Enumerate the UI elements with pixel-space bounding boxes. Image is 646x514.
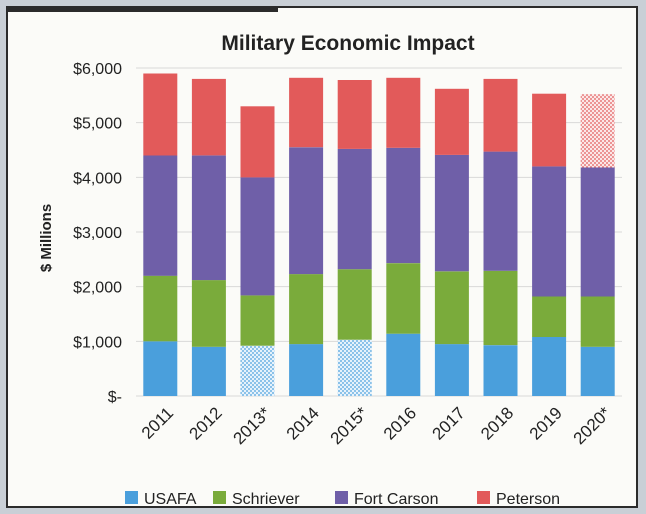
bar-segment-usafa-2011 xyxy=(143,341,178,396)
legend-label-schriever: Schriever xyxy=(232,491,300,508)
legend: USAFA Schriever Fort Carson Peterson xyxy=(125,491,560,508)
bar-segment-fort-carson-2016 xyxy=(386,147,421,264)
legend-label-usafa: USAFA xyxy=(144,491,197,508)
bar-segment-schriever-2013-est xyxy=(240,295,275,346)
stacked-bar-chart: Military Economic Impact $ Millions $- $1… xyxy=(38,32,622,508)
bar-segment-schriever-2015-est xyxy=(337,269,372,340)
y-tick-label: $1,000 xyxy=(73,334,122,351)
legend-swatch-usafa xyxy=(125,491,138,504)
bar-segment-peterson-2020-est xyxy=(580,94,615,168)
chart-title: Military Economic Impact xyxy=(221,32,474,55)
y-axis-label: $ Millions xyxy=(38,204,55,272)
bar-segment-usafa-2020-est xyxy=(580,346,615,396)
bar-segment-fort-carson-2019 xyxy=(532,166,567,297)
bar-segment-peterson-2019 xyxy=(532,93,567,167)
bar-segment-fort-carson-2011 xyxy=(143,155,178,276)
bar-segment-usafa-2018 xyxy=(483,345,518,396)
y-tick-label: $5,000 xyxy=(73,116,122,133)
bar-segment-fort-carson-2018 xyxy=(483,151,518,271)
x-tick-label: 2015* xyxy=(327,403,372,448)
x-tick-label: 2012 xyxy=(186,403,226,443)
top-border-accent xyxy=(8,8,278,12)
x-tick-label: 2018 xyxy=(477,403,517,443)
y-tick-label: $- xyxy=(108,389,122,406)
x-tick-label: 2020* xyxy=(570,403,615,448)
y-tick-label: $6,000 xyxy=(73,61,122,78)
bars xyxy=(143,73,615,396)
y-tick-label: $3,000 xyxy=(73,225,122,242)
chart-frame: Military Economic Impact $ Millions $- $1… xyxy=(6,6,638,508)
legend-label-fort-carson: Fort Carson xyxy=(354,491,438,508)
y-tick-label: $2,000 xyxy=(73,280,122,297)
bar-segment-peterson-2011 xyxy=(143,73,178,156)
x-tick-label: 2019 xyxy=(526,403,566,443)
bar-segment-fort-carson-2014 xyxy=(289,147,324,275)
bar-segment-schriever-2019 xyxy=(532,296,567,337)
legend-label-peterson: Peterson xyxy=(496,491,560,508)
x-tick-label: 2016 xyxy=(380,403,420,443)
bar-segment-fort-carson-2013-est xyxy=(240,177,275,296)
x-tick-label: 2013* xyxy=(229,403,274,448)
bar-segment-schriever-2011 xyxy=(143,275,178,342)
legend-swatch-schriever xyxy=(213,491,226,504)
x-tick-label: 2017 xyxy=(429,403,469,443)
bar-segment-schriever-2016 xyxy=(386,263,421,334)
y-tick-label: $4,000 xyxy=(73,170,122,187)
y-tick-labels: $- $1,000 $2,000 $3,000 $4,000 $5,000 $6,000 xyxy=(73,61,122,406)
bar-segment-fort-carson-2020-est xyxy=(580,167,615,297)
bar-segment-peterson-2016 xyxy=(386,77,421,148)
bar-segment-schriever-2014 xyxy=(289,274,324,345)
legend-swatch-peterson xyxy=(477,491,490,504)
bar-segment-fort-carson-2017 xyxy=(434,154,469,272)
x-tick-label: 2014 xyxy=(283,403,323,443)
bar-segment-peterson-2018 xyxy=(483,78,518,152)
bar-segment-schriever-2020-est xyxy=(580,296,615,347)
bar-segment-fort-carson-2012 xyxy=(191,155,226,281)
bar-segment-schriever-2018 xyxy=(483,270,518,346)
x-tick-label: 2011 xyxy=(138,403,177,442)
bar-segment-peterson-2014 xyxy=(289,77,324,148)
bar-segment-usafa-2013-est xyxy=(240,345,275,396)
bar-segment-fort-carson-2015-est xyxy=(337,148,372,270)
bar-segment-schriever-2012 xyxy=(191,280,226,347)
bar-segment-peterson-2017 xyxy=(434,88,469,155)
bar-segment-usafa-2014 xyxy=(289,344,324,396)
legend-swatch-fort-carson xyxy=(335,491,348,504)
bar-segment-peterson-2015-est xyxy=(337,80,372,149)
bar-segment-schriever-2017 xyxy=(434,271,469,345)
bar-segment-usafa-2016 xyxy=(386,333,421,396)
x-tick-labels: 2011 2012 2013* 2014 2015* 2016 2017 2018 2019 20… xyxy=(138,403,615,448)
bar-segment-usafa-2015-est xyxy=(337,339,372,396)
bar-segment-usafa-2017 xyxy=(434,344,469,396)
bar-segment-usafa-2019 xyxy=(532,337,567,396)
bar-segment-peterson-2012 xyxy=(191,78,226,156)
bar-segment-peterson-2013-est xyxy=(240,106,275,178)
bar-segment-usafa-2012 xyxy=(191,346,226,396)
